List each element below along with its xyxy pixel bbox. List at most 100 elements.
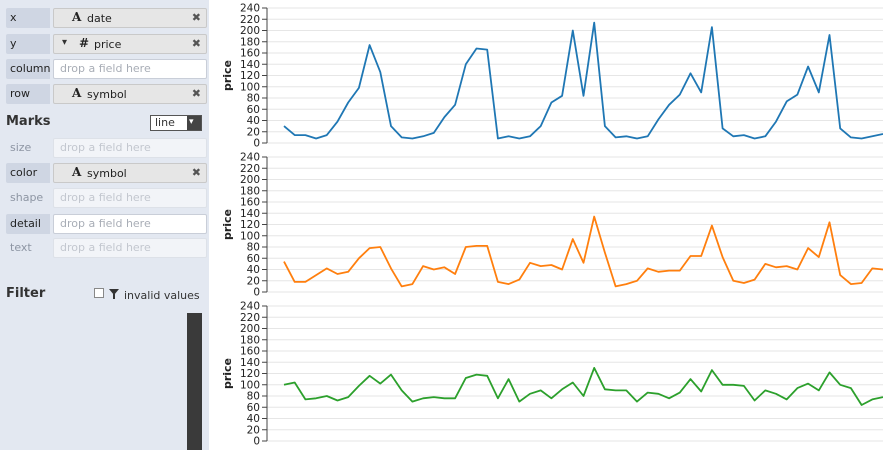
y-axis-title: price: [221, 60, 234, 91]
y-tick-label: 220: [240, 163, 260, 175]
y-tick-label: 200: [240, 25, 260, 37]
text-drop-zone[interactable]: drop a field here: [53, 238, 207, 258]
field-name: symbol: [87, 88, 127, 101]
y-tick-label: 120: [240, 368, 260, 380]
shelf-text: text drop a field here: [6, 238, 207, 258]
y-tick-label: 100: [240, 230, 260, 242]
y-tick-label: 160: [240, 346, 260, 358]
shape-drop-zone[interactable]: drop a field here: [53, 188, 207, 208]
y-tick-label: 200: [240, 323, 260, 335]
y-tick-label: 180: [240, 185, 260, 197]
field-pill-symbol-color[interactable]: A symbol ✖: [53, 163, 207, 183]
y-tick-label: 140: [240, 208, 260, 220]
filter-icon-stem: [113, 294, 115, 299]
field-pill-date[interactable]: A date ✖: [53, 8, 207, 28]
shelf-detail-label: detail: [6, 214, 50, 234]
y-tick-label: 0: [253, 138, 260, 150]
encoding-sidebar: x A date ✖ y ▾ # price ✖ column drop a f…: [0, 0, 209, 450]
y-tick-label: 120: [240, 219, 260, 231]
y-tick-label: 60: [247, 402, 260, 414]
y-tick-label: 60: [247, 253, 260, 265]
mark-type-value: line: [155, 116, 175, 129]
y-tick-label: 120: [240, 70, 260, 82]
y-axis-title: price: [221, 209, 234, 240]
y-tick-label: 0: [253, 436, 260, 448]
remove-icon[interactable]: ✖: [191, 11, 201, 24]
y-tick-label: 240: [240, 152, 260, 164]
faceted-line-chart: 020406080100120140160180200220240price02…: [221, 3, 883, 448]
y-tick-label: 140: [240, 59, 260, 71]
mark-type-select[interactable]: line ▾: [150, 115, 202, 131]
detail-drop-zone[interactable]: drop a field here: [53, 214, 207, 234]
y-tick-label: 40: [247, 115, 260, 127]
shelf-y-label: y: [6, 34, 50, 54]
field-name: symbol: [87, 167, 127, 180]
remove-icon[interactable]: ✖: [191, 166, 201, 179]
text-type-icon: A: [72, 86, 82, 100]
field-pill-symbol[interactable]: A symbol ✖: [53, 84, 207, 104]
y-tick-label: 220: [240, 14, 260, 26]
y-tick-label: 40: [247, 413, 260, 425]
scrollbar[interactable]: [187, 313, 202, 450]
series-line: [283, 215, 883, 288]
series-line: [283, 366, 883, 406]
field-name: date: [87, 12, 112, 25]
y-tick-label: 180: [240, 334, 260, 346]
y-tick-label: 100: [240, 379, 260, 391]
y-tick-label: 240: [240, 3, 260, 15]
shelf-column-label: column: [6, 59, 51, 79]
shelf-detail: detail drop a field here: [6, 214, 207, 234]
shelf-color-label: color: [6, 163, 50, 183]
invalid-values-checkbox[interactable]: [94, 288, 104, 298]
marks-heading: Marks: [6, 114, 51, 129]
shelf-size-label: size: [6, 138, 50, 158]
y-tick-label: 160: [240, 197, 260, 209]
filter-icon: [109, 289, 119, 295]
text-type-icon: A: [72, 10, 82, 24]
text-type-icon: A: [72, 165, 82, 179]
y-tick-label: 0: [253, 287, 260, 299]
shelf-x-label: x: [6, 8, 50, 28]
size-drop-zone[interactable]: drop a field here: [53, 138, 207, 158]
y-tick-label: 60: [247, 104, 260, 116]
shelf-y: y ▾ # price ✖: [6, 34, 207, 54]
shelf-row: row A symbol ✖: [6, 84, 207, 104]
column-drop-zone[interactable]: drop a field here: [53, 59, 207, 79]
shelf-shape-label: shape: [6, 188, 50, 208]
shelf-column: column drop a field here: [6, 59, 207, 79]
y-tick-label: 20: [247, 126, 260, 138]
y-axis-title: price: [221, 358, 234, 389]
caret-down-icon[interactable]: ▾: [62, 37, 68, 48]
y-tick-label: 180: [240, 36, 260, 48]
remove-icon[interactable]: ✖: [191, 87, 201, 100]
y-tick-label: 200: [240, 174, 260, 186]
series-line: [283, 21, 883, 140]
y-tick-label: 20: [247, 275, 260, 287]
number-type-icon: #: [79, 36, 90, 50]
y-tick-label: 140: [240, 357, 260, 369]
y-tick-label: 80: [247, 93, 260, 105]
chart-area: 0 20 40 60 80 100 120 140 160 180 200 220 240 price 0 2…: [210, 0, 883, 450]
y-tick-label: 40: [247, 264, 260, 276]
shelf-row-label: row: [6, 84, 50, 104]
field-pill-price[interactable]: ▾ # price ✖: [53, 34, 207, 54]
y-tick-label: 160: [240, 48, 260, 60]
shelf-size: size drop a field here: [6, 138, 207, 158]
filter-heading: Filter: [6, 286, 46, 301]
shelf-x: x A date ✖: [6, 8, 207, 28]
y-tick-label: 80: [247, 242, 260, 254]
y-tick-label: 240: [240, 301, 260, 313]
remove-icon[interactable]: ✖: [191, 37, 201, 50]
y-tick-label: 80: [247, 391, 260, 403]
chevron-down-icon: ▾: [189, 117, 194, 127]
y-tick-label: 220: [240, 312, 260, 324]
select-arrow[interactable]: ▾: [187, 116, 201, 130]
shelf-text-label: text: [6, 238, 50, 258]
field-name: price: [94, 38, 122, 51]
y-tick-label: 20: [247, 424, 260, 436]
invalid-values-label: invalid values: [124, 289, 200, 302]
shelf-color: color A symbol ✖: [6, 163, 207, 183]
y-tick-label: 100: [240, 81, 260, 93]
